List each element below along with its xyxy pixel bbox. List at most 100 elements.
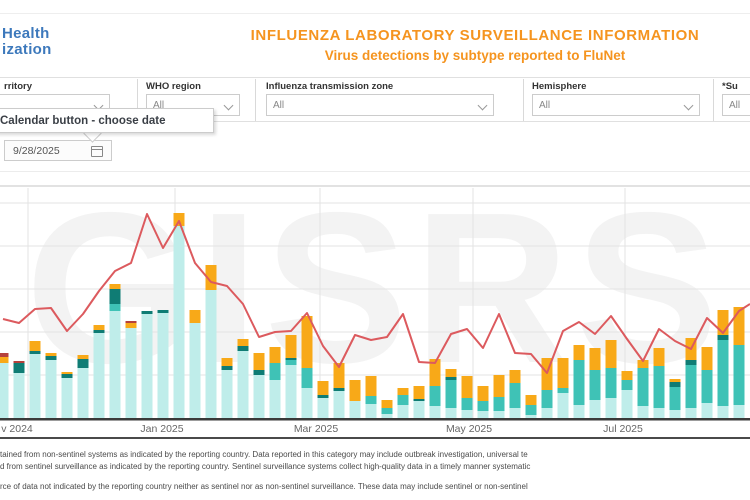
surveillance-dropdown[interactable]: All [722,94,750,116]
dark-teal-segment[interactable] [109,289,121,304]
light-teal-segment[interactable] [573,405,585,418]
teal-segment[interactable] [285,360,297,365]
light-teal-segment[interactable] [125,328,137,418]
light-teal-segment[interactable] [477,411,489,418]
dark-teal-segment[interactable] [61,374,73,378]
light-teal-segment[interactable] [605,398,617,418]
teal-segment[interactable] [509,383,521,408]
light-teal-segment[interactable] [381,414,393,418]
dark-red-segment[interactable] [0,353,9,357]
teal-segment[interactable] [525,405,537,415]
teal-segment[interactable] [653,366,665,408]
dark-teal-segment[interactable] [13,363,25,373]
light-teal-segment[interactable] [589,400,601,418]
light-teal-segment[interactable] [237,351,249,418]
orange-segment[interactable] [541,358,553,390]
orange-segment[interactable] [669,379,681,382]
teal-segment[interactable] [669,387,681,410]
light-teal-segment[interactable] [13,373,25,418]
light-teal-segment[interactable] [333,391,345,418]
teal-segment[interactable] [461,398,473,410]
light-teal-segment[interactable] [61,378,73,418]
orange-segment[interactable] [637,360,649,368]
orange-segment[interactable] [109,284,121,289]
light-teal-segment[interactable] [109,311,121,418]
teal-segment[interactable] [397,395,409,405]
light-teal-segment[interactable] [141,314,153,418]
teal-segment[interactable] [605,368,617,398]
dark-teal-segment[interactable] [141,311,153,314]
light-teal-segment[interactable] [29,354,41,418]
teal-segment[interactable] [445,380,457,408]
light-teal-segment[interactable] [637,406,649,418]
teal-segment[interactable] [381,408,393,414]
dark-teal-segment[interactable] [669,382,681,387]
light-teal-segment[interactable] [77,368,89,418]
dark-teal-segment[interactable] [717,335,729,340]
teal-segment[interactable] [109,304,121,311]
teal-segment[interactable] [637,368,649,406]
orange-segment[interactable] [301,316,313,368]
orange-segment[interactable] [317,381,329,395]
light-teal-segment[interactable] [349,401,361,418]
orange-segment[interactable] [525,395,537,405]
dark-teal-segment[interactable] [93,330,105,333]
orange-segment[interactable] [93,325,105,330]
light-teal-segment[interactable] [733,405,745,418]
teal-segment[interactable] [717,340,729,406]
light-teal-segment[interactable] [221,370,233,418]
orange-segment[interactable] [125,323,137,328]
orange-segment[interactable] [189,310,201,323]
dark-teal-segment[interactable] [413,399,425,401]
teal-segment[interactable] [557,388,569,393]
orange-segment[interactable] [701,347,713,370]
orange-segment[interactable] [429,359,441,386]
orange-segment[interactable] [61,372,73,374]
orange-segment[interactable] [237,339,249,346]
orange-segment[interactable] [509,370,521,383]
orange-segment[interactable] [45,353,57,356]
teal-segment[interactable] [493,397,505,411]
teal-segment[interactable] [429,386,441,406]
calendar-icon[interactable] [91,146,103,157]
orange-segment[interactable] [461,376,473,398]
light-teal-segment[interactable] [205,290,217,418]
light-teal-segment[interactable] [653,408,665,418]
teal-segment[interactable] [733,345,745,405]
orange-segment[interactable] [205,265,217,290]
light-teal-segment[interactable] [541,408,553,418]
light-teal-segment[interactable] [301,388,313,418]
light-teal-segment[interactable] [45,360,57,418]
dark-teal-segment[interactable] [685,360,697,365]
light-teal-segment[interactable] [557,393,569,418]
teal-segment[interactable] [301,368,313,388]
orange-segment[interactable] [397,388,409,395]
dark-teal-segment[interactable] [253,370,265,375]
orange-segment[interactable] [573,345,585,360]
date-input[interactable]: 9/28/2025 [4,140,112,161]
light-teal-segment[interactable] [525,415,537,418]
orange-segment[interactable] [557,358,569,388]
light-teal-segment[interactable] [285,365,297,418]
dark-teal-segment[interactable] [221,366,233,370]
teal-segment[interactable] [621,380,633,390]
dark-teal-segment[interactable] [237,346,249,351]
hemisphere-dropdown[interactable]: All [532,94,700,116]
teal-segment[interactable] [573,360,585,405]
orange-segment[interactable] [605,340,617,368]
orange-segment[interactable] [285,335,297,358]
orange-segment[interactable] [221,358,233,366]
light-teal-segment[interactable] [493,411,505,418]
orange-segment[interactable] [173,213,185,226]
dark-teal-segment[interactable] [445,377,457,380]
light-teal-segment[interactable] [509,408,521,418]
dark-red-segment[interactable] [125,321,137,323]
dark-teal-segment[interactable] [45,356,57,360]
dark-teal-segment[interactable] [285,358,297,360]
teal-segment[interactable] [589,370,601,400]
light-teal-segment[interactable] [413,401,425,418]
light-teal-segment[interactable] [157,313,169,418]
light-teal-segment[interactable] [365,404,377,418]
light-teal-segment[interactable] [317,398,329,418]
orange-segment[interactable] [29,341,41,351]
